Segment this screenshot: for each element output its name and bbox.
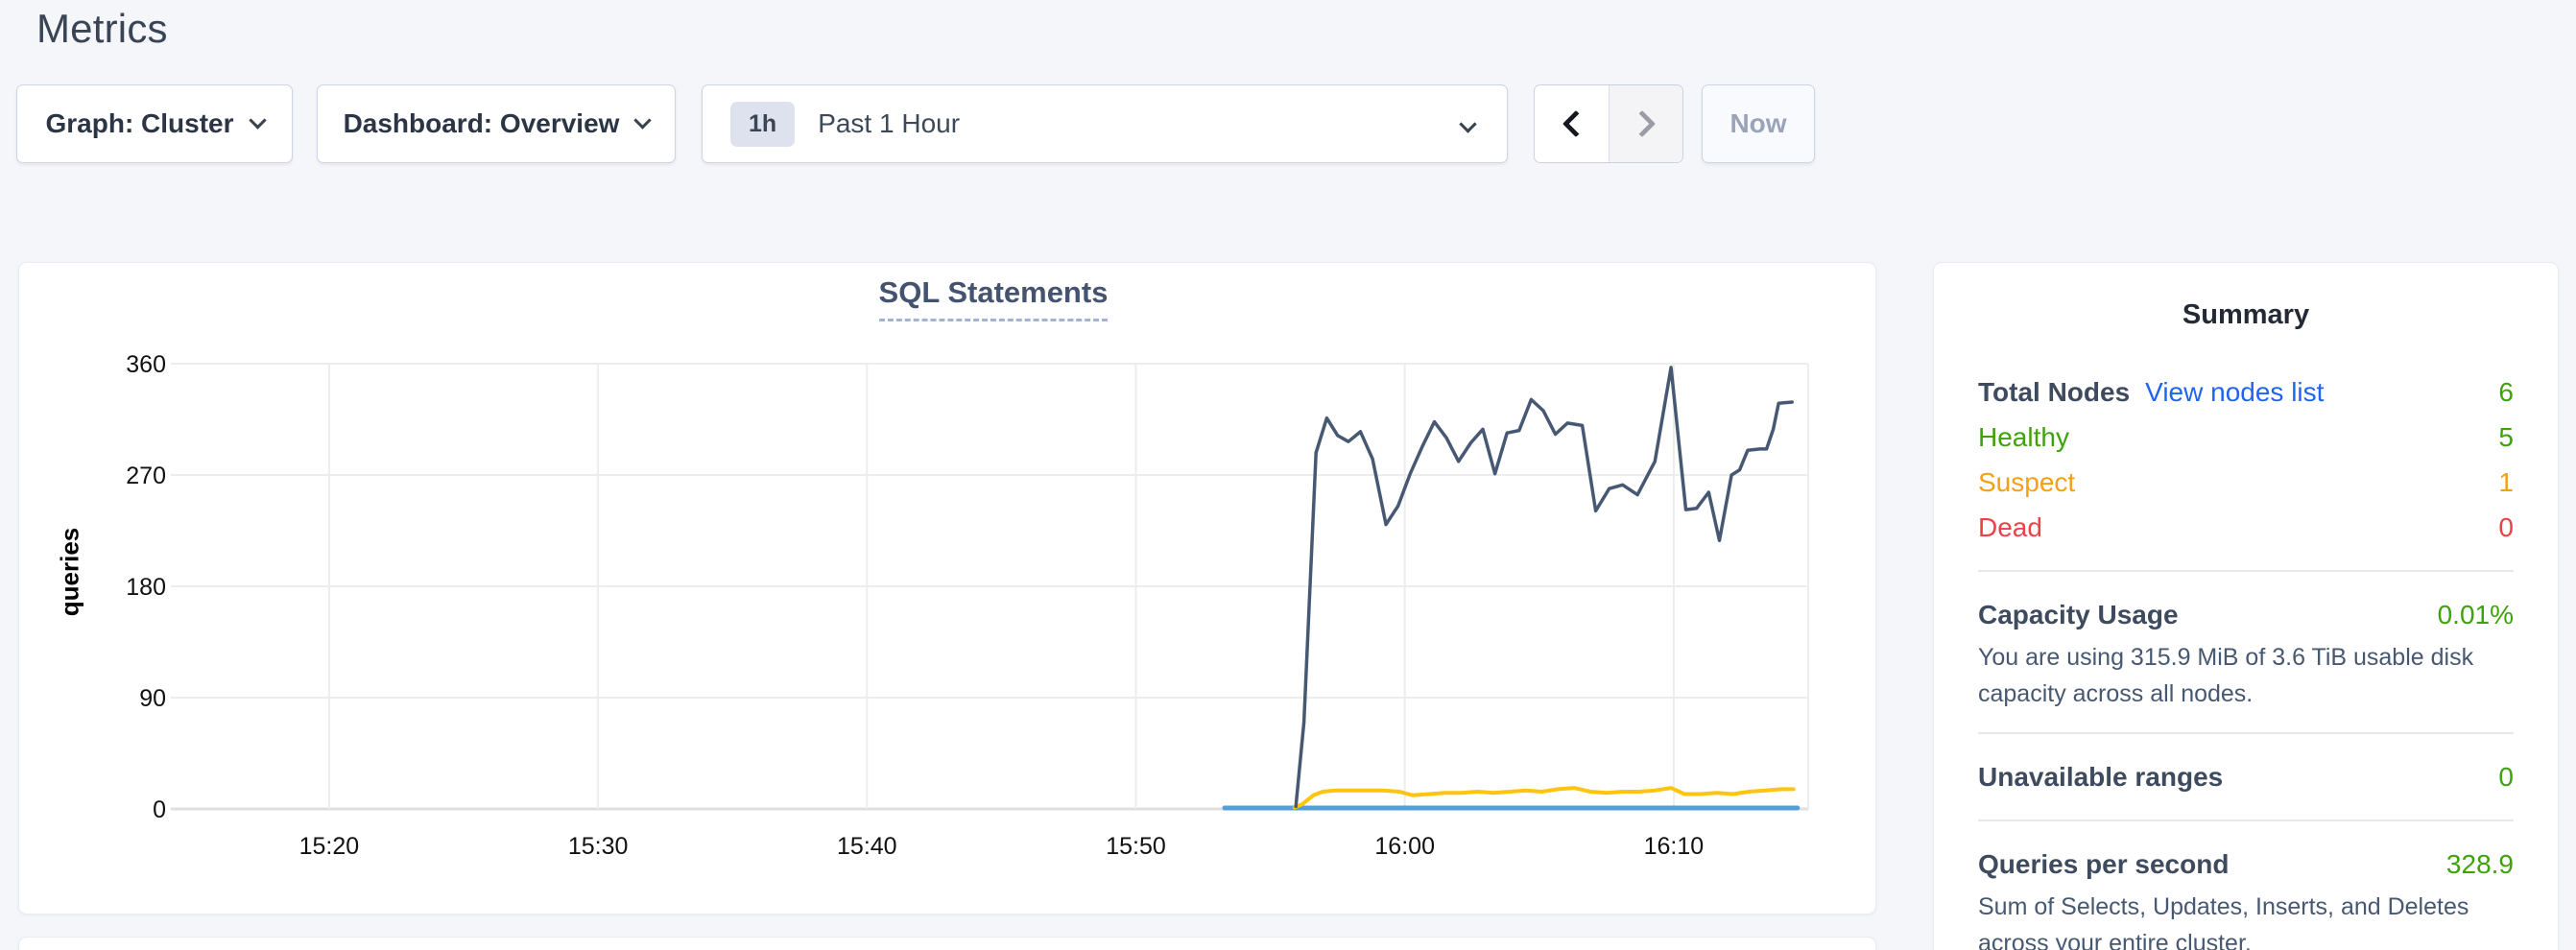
divider	[1978, 570, 2514, 572]
chevron-right-icon	[1628, 109, 1657, 138]
divider	[1978, 819, 2514, 821]
summary-panel: Summary Total Nodes View nodes list 6 He…	[1933, 262, 2559, 950]
chevron-down-icon	[1459, 115, 1477, 133]
y-tick-label: 360	[126, 351, 166, 378]
total-nodes-label: Total Nodes	[1978, 377, 2131, 407]
chart-title-wrap: SQL Statements	[179, 275, 1808, 321]
previous-window-button[interactable]	[1535, 85, 1609, 162]
healthy-label: Healthy	[1978, 422, 2069, 452]
x-tick-label: 16:00	[1374, 833, 1435, 860]
time-range-label: Past 1 Hour	[818, 108, 961, 138]
sql-statements-plot[interactable]: 0 90 180 270 360 15:20 15:30 15:40 15:50 16:00 16:…	[19, 263, 1877, 915]
summary-row-total-nodes: Total Nodes View nodes list 6	[1978, 369, 2514, 415]
y-tick-label: 270	[126, 463, 166, 489]
divider	[1978, 732, 2514, 734]
healthy-value: 5	[2498, 422, 2514, 452]
capacity-value: 0.01%	[2437, 600, 2514, 629]
y-tick-label: 90	[139, 685, 166, 712]
graph-dropdown-label: Graph: Cluster	[45, 108, 234, 138]
next-window-button[interactable]	[1609, 85, 1682, 162]
y-tick-label: 0	[153, 796, 166, 823]
unavailable-ranges-label: Unavailable ranges	[1978, 762, 2224, 792]
next-chart-panel-sliver	[18, 937, 1876, 950]
chart-title[interactable]: SQL Statements	[878, 275, 1109, 321]
time-range-dropdown[interactable]: 1h Past 1 Hour	[702, 84, 1508, 163]
x-tick-label: 16:10	[1644, 833, 1705, 860]
chevron-down-icon	[633, 111, 653, 130]
dead-value: 0	[2498, 512, 2514, 542]
chevron-down-icon	[248, 111, 267, 130]
x-tick-label: 15:30	[568, 833, 629, 860]
summary-row-unavailable-ranges: Unavailable ranges 0	[1978, 754, 2514, 799]
y-tick-label: 180	[126, 574, 166, 601]
suspect-value: 1	[2498, 467, 2514, 497]
suspect-label: Suspect	[1978, 467, 2076, 497]
dashboard-dropdown-label: Dashboard: Overview	[343, 108, 620, 138]
view-nodes-list-link[interactable]: View nodes list	[2145, 377, 2325, 407]
total-nodes-value: 6	[2498, 377, 2514, 407]
dashboard-dropdown[interactable]: Dashboard: Overview	[317, 84, 676, 163]
sql-statements-chart-panel: SQL Statements queries 0 90 180 270 360 15:20…	[18, 262, 1876, 914]
time-range-badge: 1h	[730, 101, 796, 147]
unavailable-ranges-value: 0	[2498, 762, 2514, 792]
now-button[interactable]: Now	[1702, 84, 1815, 163]
summary-row-qps: Queries per second 328.9	[1978, 842, 2514, 887]
x-tick-label: 15:20	[299, 833, 360, 860]
x-tick-label: 15:50	[1106, 833, 1166, 860]
line-yellow	[1292, 786, 1796, 810]
summary-row-capacity: Capacity Usage 0.01%	[1978, 592, 2514, 637]
graph-dropdown[interactable]: Graph: Cluster	[16, 84, 293, 163]
summary-row-suspect: Suspect 1	[1978, 460, 2514, 505]
summary-heading: Summary	[2182, 299, 2310, 330]
capacity-label: Capacity Usage	[1978, 600, 2179, 629]
capacity-description: You are using 315.9 MiB of 3.6 TiB usabl…	[1978, 644, 2474, 707]
summary-row-dead: Dead 0	[1978, 505, 2514, 550]
chevron-left-icon	[1562, 109, 1589, 138]
dead-label: Dead	[1978, 512, 2042, 542]
qps-description: Sum of Selects, Updates, Inserts, and De…	[1978, 893, 2469, 950]
qps-label: Queries per second	[1978, 849, 2230, 879]
summary-row-healthy: Healthy 5	[1978, 415, 2514, 460]
line-dark-navy	[1294, 366, 1794, 809]
page-title: Metrics	[36, 6, 168, 51]
qps-value: 328.9	[2445, 849, 2514, 879]
x-tick-label: 15:40	[837, 833, 897, 860]
time-window-stepper	[1534, 84, 1683, 163]
